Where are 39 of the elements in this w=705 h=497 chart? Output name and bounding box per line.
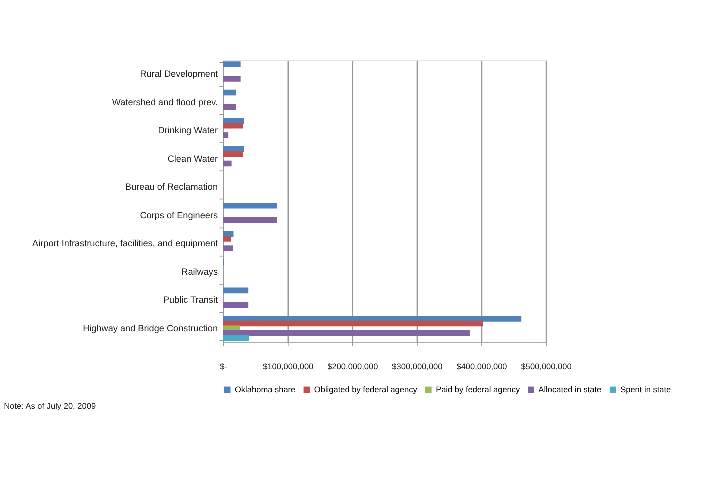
y-tick-label: Clean Water — [168, 154, 218, 164]
x-tick-label: $400,000,000 — [456, 362, 508, 372]
bar — [223, 320, 484, 327]
bar — [223, 246, 234, 252]
bar — [223, 62, 241, 68]
bar — [223, 122, 244, 129]
y-tick-label: Public Transit — [163, 295, 218, 306]
bar — [223, 302, 249, 308]
legend-label: Oklahoma share — [235, 385, 296, 394]
x-tick-label: $- — [220, 362, 228, 372]
bar — [223, 160, 232, 167]
legend-label: Allocated in state — [538, 385, 602, 394]
bar — [223, 104, 236, 110]
bar — [223, 217, 277, 224]
y-tick-label: Railways — [182, 266, 218, 277]
text: Note: As of July 20, 2009 — [4, 402, 96, 412]
bar — [223, 202, 277, 209]
y-tick-label: Airport Infrastructure, facilities, and equipment — [32, 238, 219, 249]
bar — [223, 132, 229, 138]
y-tick-label: Corps of Engineers — [140, 210, 218, 220]
y-tick-label: Watershed and flood prev. — [112, 97, 218, 108]
bar — [223, 76, 241, 82]
y-tick-label: Bureau of Reclamation — [126, 182, 218, 192]
x-tick-label: $300,000,000 — [392, 362, 444, 372]
legend-label: Paid by federal agency — [436, 385, 522, 394]
bar — [223, 236, 232, 242]
bar — [223, 90, 236, 96]
bar — [223, 288, 249, 294]
bar — [223, 335, 250, 342]
y-tick-label: Highway and Bridge Construction — [83, 323, 218, 334]
y-tick-label: Drinking Water — [158, 126, 218, 136]
legend-label: Obligated by federal agency — [314, 385, 418, 394]
y-tick-label: Rural Development — [140, 69, 219, 80]
bar — [223, 151, 244, 158]
x-tick-label: $100,000,000 — [263, 362, 314, 372]
bar — [223, 330, 470, 336]
x-tick-label: $200,000,000 — [328, 362, 379, 372]
legend-label: Spent in state — [620, 385, 672, 394]
x-tick-label: $500,000,000 — [521, 362, 572, 372]
